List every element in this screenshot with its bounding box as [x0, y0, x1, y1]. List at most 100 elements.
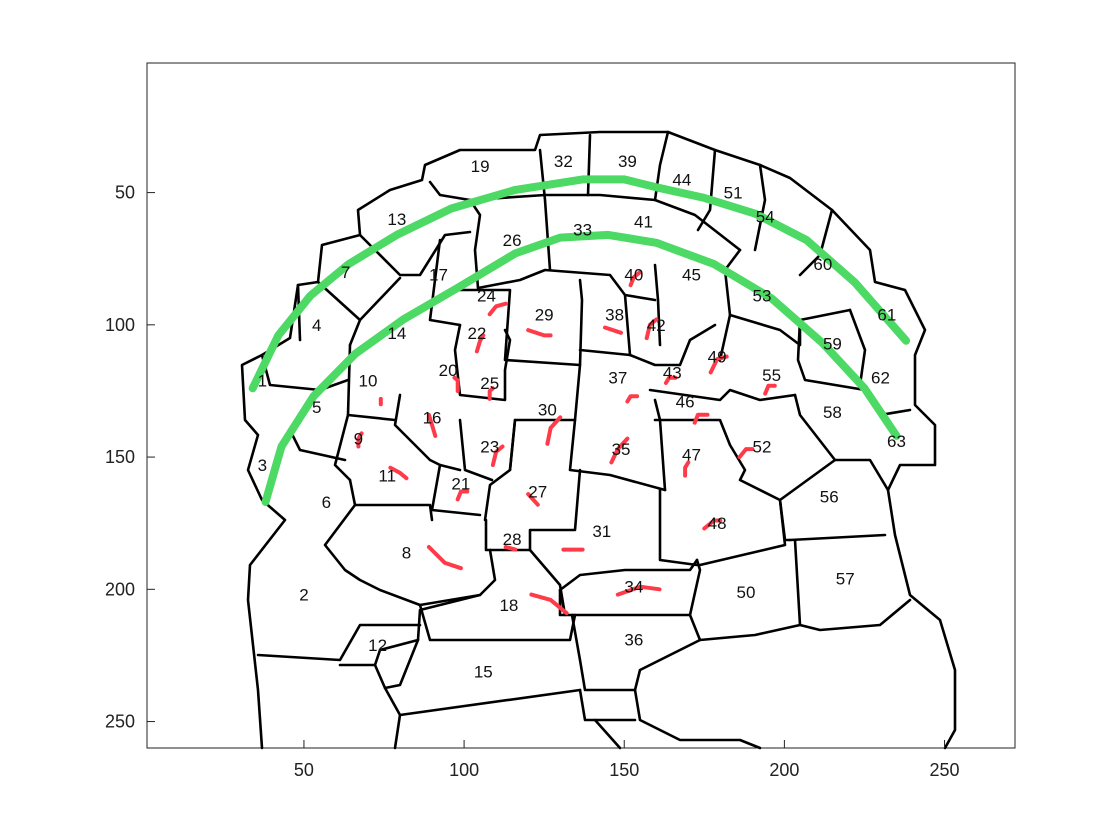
cell-label: 20 [439, 361, 458, 380]
cell-label: 25 [480, 374, 499, 393]
cell-label: 30 [538, 400, 557, 419]
cell-label: 44 [672, 170, 691, 189]
cell-label: 16 [423, 408, 442, 427]
cell-label-layer: 1234567891011121314151617181920212223242… [258, 152, 906, 681]
cell-label: 19 [471, 157, 490, 176]
red-mark [452, 375, 460, 393]
cell-label: 28 [503, 530, 522, 549]
red-mark [625, 394, 640, 404]
red-mark [529, 592, 569, 616]
red-mark [683, 460, 691, 478]
red-mark [545, 415, 563, 446]
cell-boundary-network [240, 130, 957, 750]
red-mark [737, 447, 755, 460]
cell-label: 26 [503, 231, 522, 250]
cell-label: 37 [608, 369, 627, 388]
red-mark [692, 412, 710, 425]
cell-label: 47 [682, 445, 701, 464]
y-tick-label: 50 [115, 183, 135, 203]
red-mark [526, 492, 540, 507]
cell-label: 51 [724, 184, 743, 203]
cell-label: 24 [477, 287, 496, 306]
cell-label: 34 [624, 578, 643, 597]
cell-label: 15 [474, 662, 493, 681]
cell-label: 35 [612, 440, 631, 459]
cell-label: 27 [528, 482, 547, 501]
cell-label: 50 [736, 583, 755, 602]
cell-label: 40 [624, 266, 643, 285]
cell-label: 58 [823, 403, 842, 422]
y-tick-label: 150 [105, 447, 135, 467]
cell-label: 22 [467, 324, 486, 343]
cell-label: 23 [480, 437, 499, 456]
cell-label: 55 [762, 366, 781, 385]
red-mark [487, 386, 495, 401]
red-mark [763, 383, 777, 396]
red-mark [615, 584, 662, 597]
red-mark [487, 301, 508, 317]
cell-label: 13 [387, 210, 406, 229]
red-mark [388, 465, 409, 481]
cell-label: 3 [258, 456, 267, 475]
cell-label: 48 [708, 514, 727, 533]
track-layer [248, 175, 911, 506]
cell-label: 9 [354, 430, 363, 449]
cell-label: 63 [887, 432, 906, 451]
cell-label: 17 [429, 266, 448, 285]
red-mark [644, 317, 659, 341]
cell-label: 45 [682, 266, 701, 285]
cell-label: 42 [647, 316, 666, 335]
red-mark [490, 444, 505, 467]
x-tick-label: 250 [930, 760, 960, 780]
cell-label: 53 [753, 287, 772, 306]
cell-label: 39 [618, 152, 637, 171]
cell-label: 14 [387, 324, 406, 343]
track-line [248, 175, 911, 393]
red-mark [526, 328, 553, 338]
cell-label: 29 [535, 305, 554, 324]
red-mark [708, 354, 729, 375]
cell-label: 38 [605, 305, 624, 324]
red-mark [609, 436, 630, 465]
y-tick-label: 250 [105, 712, 135, 732]
cell-label: 2 [299, 586, 308, 605]
cell-label: 5 [312, 398, 321, 417]
red-mark [503, 545, 518, 552]
cell-label: 62 [871, 369, 890, 388]
x-tick-label: 200 [769, 760, 799, 780]
mark-layer [356, 269, 777, 616]
cell-label: 1 [258, 371, 267, 390]
cell-label: 18 [499, 596, 518, 615]
cell-label: 32 [554, 152, 573, 171]
x-tick-label: 50 [294, 760, 314, 780]
cell-label: 10 [359, 371, 378, 390]
cell-label: 41 [634, 213, 653, 232]
cell-label: 21 [451, 475, 470, 494]
cell-label: 52 [753, 437, 772, 456]
cell-label: 7 [341, 263, 350, 282]
x-axis: 50 100 150 200 250 [294, 740, 960, 780]
y-tick-label: 100 [105, 315, 135, 335]
x-tick-label: 150 [609, 760, 639, 780]
cell-label: 8 [402, 543, 411, 562]
red-mark [356, 431, 364, 449]
cell-label: 46 [676, 393, 695, 412]
cell-label: 56 [820, 488, 839, 507]
red-mark [702, 518, 723, 531]
red-mark [455, 489, 470, 502]
cell-label: 6 [322, 493, 331, 512]
y-tick-label: 200 [105, 579, 135, 599]
cell-label: 54 [756, 207, 775, 226]
cell-label: 57 [836, 570, 855, 589]
red-mark [474, 333, 486, 354]
plot-area [146, 62, 1016, 749]
cell-label: 31 [592, 522, 611, 541]
x-tick-label: 100 [449, 760, 479, 780]
cell-label: 33 [573, 221, 592, 240]
cell-label: 61 [877, 305, 896, 324]
cell-label: 49 [708, 348, 727, 367]
cell-label: 12 [368, 636, 387, 655]
cell-label: 4 [312, 316, 321, 335]
cell-label: 11 [378, 467, 396, 486]
